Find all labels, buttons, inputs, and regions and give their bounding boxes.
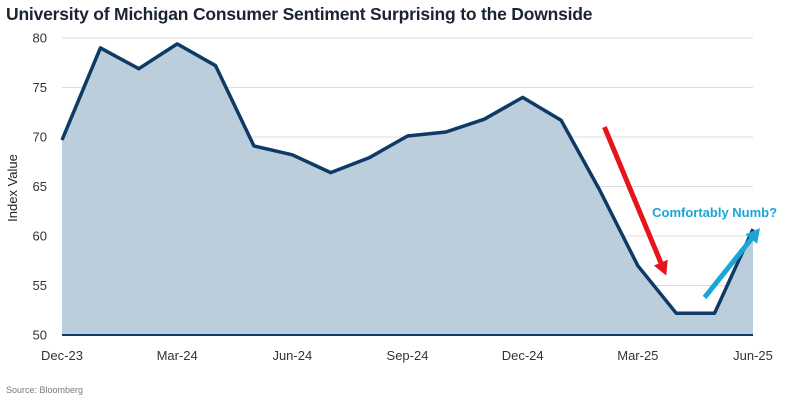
down-arrow — [602, 126, 668, 276]
source-note: Source: Bloomberg — [6, 385, 84, 395]
up-arrow — [702, 228, 760, 299]
y-tick-label: 55 — [33, 278, 47, 293]
y-tick-label: 75 — [33, 80, 47, 95]
y-tick-label: 60 — [33, 229, 47, 244]
x-tick-label: Dec-24 — [502, 348, 544, 363]
x-tick-label: Mar-24 — [157, 348, 198, 363]
y-tick-label: 65 — [33, 179, 47, 194]
annotations: Comfortably Numb? — [602, 126, 777, 299]
x-tick-label: Sep-24 — [387, 348, 429, 363]
x-tick-label: Dec-23 — [41, 348, 83, 363]
area-fill — [62, 43, 753, 336]
arrow-head — [653, 259, 668, 276]
x-axis-ticks: Dec-23 Mar-24 Jun-24 Sep-24 Dec-24 Mar-25 Jun-… — [41, 348, 773, 363]
y-tick-label: 70 — [33, 130, 47, 145]
annotation-comfortably-numb: Comfortably Numb? — [652, 205, 777, 220]
y-tick-label: 50 — [33, 328, 47, 343]
y-tick-label: 80 — [33, 31, 47, 46]
series-line — [60, 42, 755, 315]
x-tick-label: Jun-24 — [272, 348, 312, 363]
x-tick-label: Jun-25 — [733, 348, 773, 363]
y-axis-ticks: 50 55 60 65 70 75 80 — [33, 31, 47, 343]
arrow-shaft — [602, 126, 664, 264]
arrow-shaft — [702, 237, 754, 299]
chart-title: University of Michigan Consumer Sentimen… — [6, 4, 593, 24]
arrow-head — [745, 228, 760, 244]
y-axis-label: Index Value — [5, 154, 20, 222]
x-tick-label: Mar-25 — [617, 348, 658, 363]
